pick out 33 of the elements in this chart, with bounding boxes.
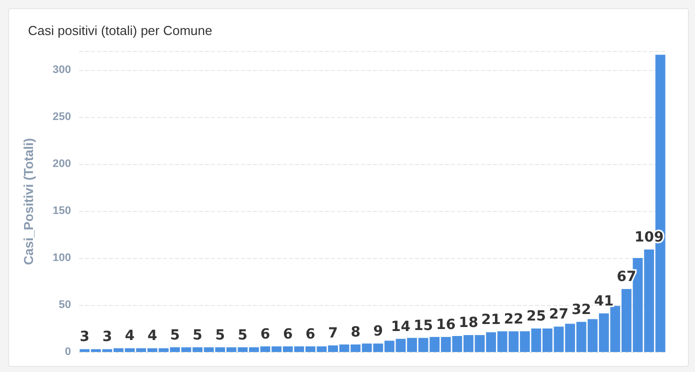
data-label: 21 <box>481 312 501 328</box>
data-label: 8 <box>350 324 360 340</box>
y-axis-title: Casi_Positivi (Totali) <box>21 138 36 265</box>
data-label: 41 <box>594 293 614 310</box>
data-label: 25 <box>526 308 546 324</box>
data-label: 22 <box>504 311 524 328</box>
chart-title: Casi positivi (totali) per Comune <box>28 23 212 38</box>
data-label: 3 <box>80 329 90 346</box>
y-tick-label: 100 <box>52 252 71 264</box>
data-label: 5 <box>192 327 202 344</box>
data-label: 7 <box>328 325 338 342</box>
data-label: 5 <box>215 327 225 344</box>
y-tick-label: 150 <box>52 204 71 217</box>
data-label: 14 <box>390 318 411 335</box>
data-label: 6 <box>260 326 270 342</box>
y-tick-label: 250 <box>52 110 71 123</box>
data-label: 6 <box>282 326 293 342</box>
data-label: 6 <box>306 326 316 342</box>
data-label: 18 <box>458 315 478 332</box>
data-label: 32 <box>572 302 592 318</box>
y-tick-label: 200 <box>52 158 71 170</box>
data-label: 27 <box>549 306 568 323</box>
data-label: 4 <box>124 328 135 344</box>
data-label: 5 <box>170 327 180 344</box>
data-label: 4 <box>148 328 158 344</box>
y-tick-label: 300 <box>52 64 71 76</box>
data-label: 16 <box>436 316 456 333</box>
data-label: 5 <box>238 327 248 344</box>
y-tick-label: 0 <box>64 346 71 358</box>
data-label: 9 <box>373 324 384 340</box>
y-tick-label: 50 <box>58 298 71 311</box>
data-label: 3 <box>102 329 112 346</box>
data-label: 15 <box>414 318 434 334</box>
